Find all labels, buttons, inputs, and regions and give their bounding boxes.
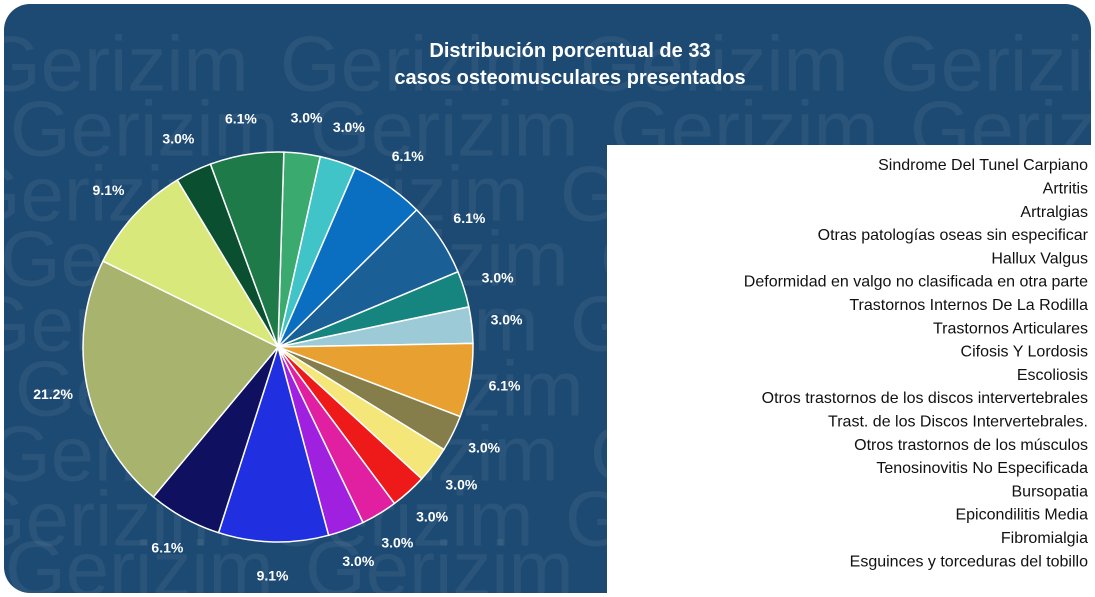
legend-entry: Trastornos Articulares [933,320,1088,337]
watermark: Gerizim [580,20,849,108]
watermark: Gerizim [5,525,274,597]
legend-entry: Otras patologías oseas sin especificar [818,227,1089,244]
legend-entry: Trastornos Internos De La Rodilla [849,297,1088,314]
data-label: 3.0% [491,312,523,328]
watermark: Gerizim [280,20,549,108]
legend-entry: Sindrome Del Tunel Carpiano [878,157,1088,174]
chart-title: casos osteomusculares presentados [394,67,745,89]
legend-entry: Cifosis Y Lordosis [961,344,1088,361]
data-label: 6.1% [151,539,183,555]
legend-entry: Fibromialgia [1001,530,1088,547]
data-label: 3.0% [416,508,448,524]
legend-entry: Bursopatia [1012,483,1089,500]
watermark: Gerizim [0,20,249,108]
legend: Sindrome Del Tunel Carpiano Artritis Artra… [744,157,1089,570]
watermark: Gerizim [310,85,579,173]
pie-slice [101,178,280,349]
chart-title: Distribución porcentual de 33 [429,40,710,62]
watermark: Gerizim [305,525,574,597]
data-label: 9.1% [93,182,125,198]
data-label: 3.0% [162,130,194,146]
pie-slice [209,151,285,348]
legend-entry: Otros trastornos de los músculos [854,437,1088,454]
legend-box [607,145,1095,594]
data-label: 6.1% [489,377,521,393]
data-label: 6.1% [453,210,485,226]
legend-entry: Hallux Valgus [991,250,1088,267]
data-label: 6.1% [225,111,257,127]
legend-entry: Trast. de los Discos Intervertebrales. [828,414,1088,431]
data-label: 6.1% [392,148,424,164]
data-label: 3.0% [482,269,514,285]
pie-slice [217,344,330,543]
data-label: 3.0% [381,534,413,550]
data-label: 9.1% [257,568,289,584]
pie: 3.0%3.0%6.1%6.1%3.0%3.0%6.1%3.0%3.0%3.0%… [33,109,523,583]
legend-entry: Escoliosis [1017,367,1088,384]
pie-slice [82,260,280,499]
legend-entry: Otros trastornos de los discos intervert… [762,390,1088,407]
data-label: 3.0% [342,553,374,569]
legend-entry: Tenosinovitis No Especificada [876,460,1088,477]
legend-entry: Deformidad en valgo no clasificada en ot… [744,274,1088,291]
data-label: 3.0% [333,119,365,135]
watermark: Gerizim [880,20,1095,108]
legend-entry: Esguinces y torceduras del tobillo [850,553,1088,570]
data-label: 3.0% [445,477,477,493]
data-label: 3.0% [468,440,500,456]
legend-entry: Artritis [1043,181,1088,198]
data-label: 21.2% [33,386,73,402]
legend-entry: Epicondilitis Media [955,507,1088,524]
data-label: 3.0% [291,109,323,125]
legend-entry: Artralgias [1020,204,1088,221]
